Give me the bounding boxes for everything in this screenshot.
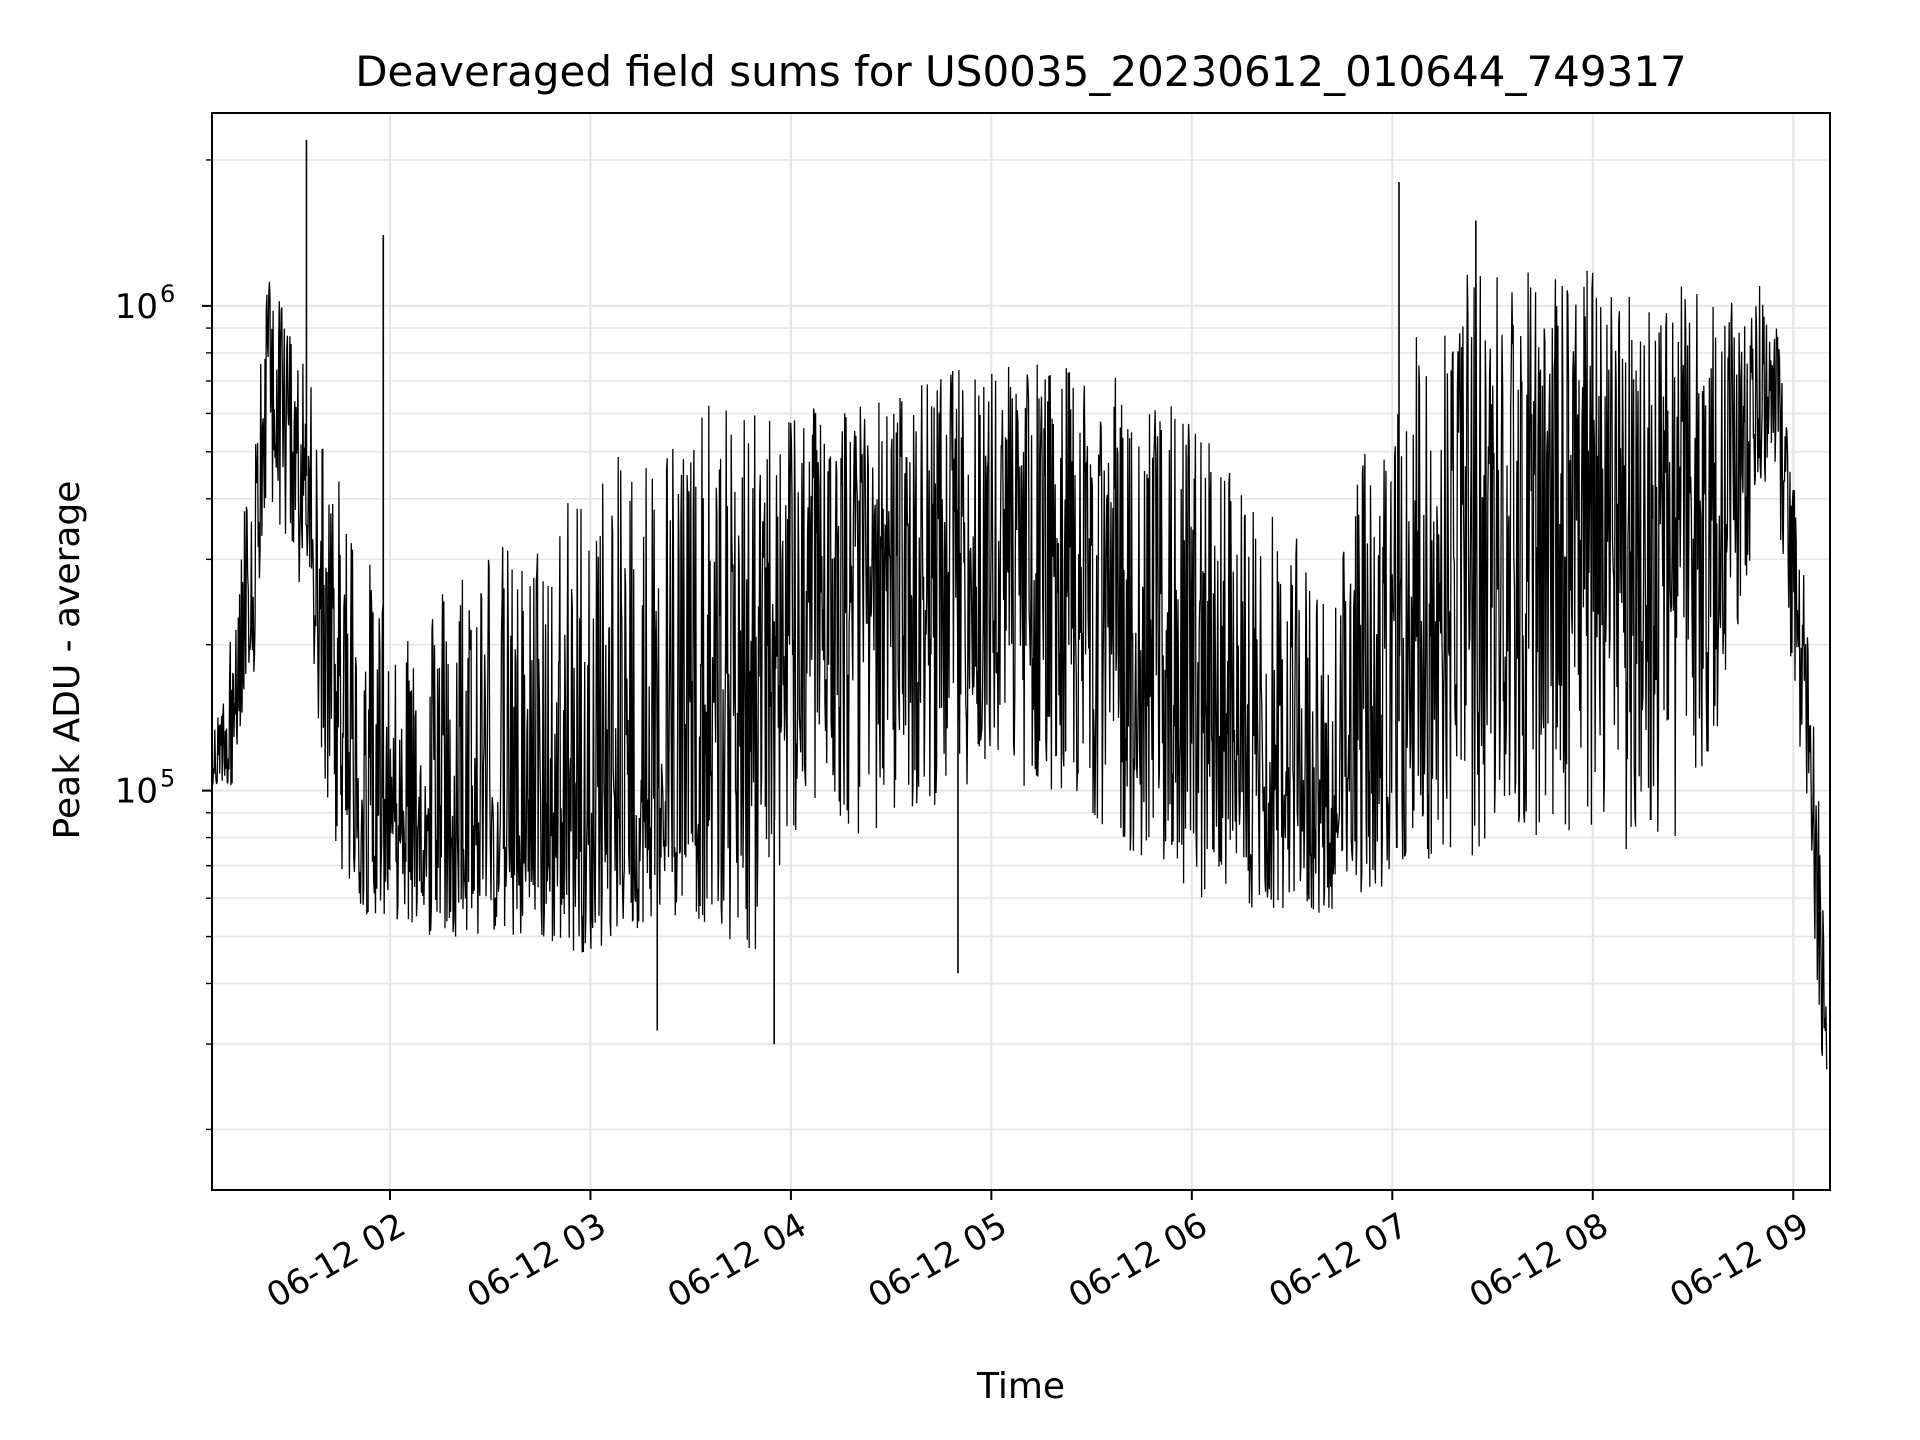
y-tick-label-exponent: 5 bbox=[160, 765, 175, 793]
x-axis-label: Time bbox=[976, 1366, 1065, 1407]
chart-title: Deaveraged field sums for US0035_2023061… bbox=[355, 47, 1687, 96]
y-tick-label: 10 5 bbox=[115, 765, 176, 812]
series-line bbox=[212, 139, 1828, 1070]
y-tick-label-exponent: 6 bbox=[160, 280, 175, 308]
plot-frame bbox=[211, 112, 1831, 1191]
y-axis-label: Peak ADU - average bbox=[47, 481, 88, 840]
series-trace bbox=[212, 270, 1828, 1070]
y-tick-label-base: 10 bbox=[115, 287, 158, 327]
y-tick-label-base: 10 bbox=[115, 772, 158, 812]
y-tick-label: 10 6 bbox=[115, 280, 176, 327]
